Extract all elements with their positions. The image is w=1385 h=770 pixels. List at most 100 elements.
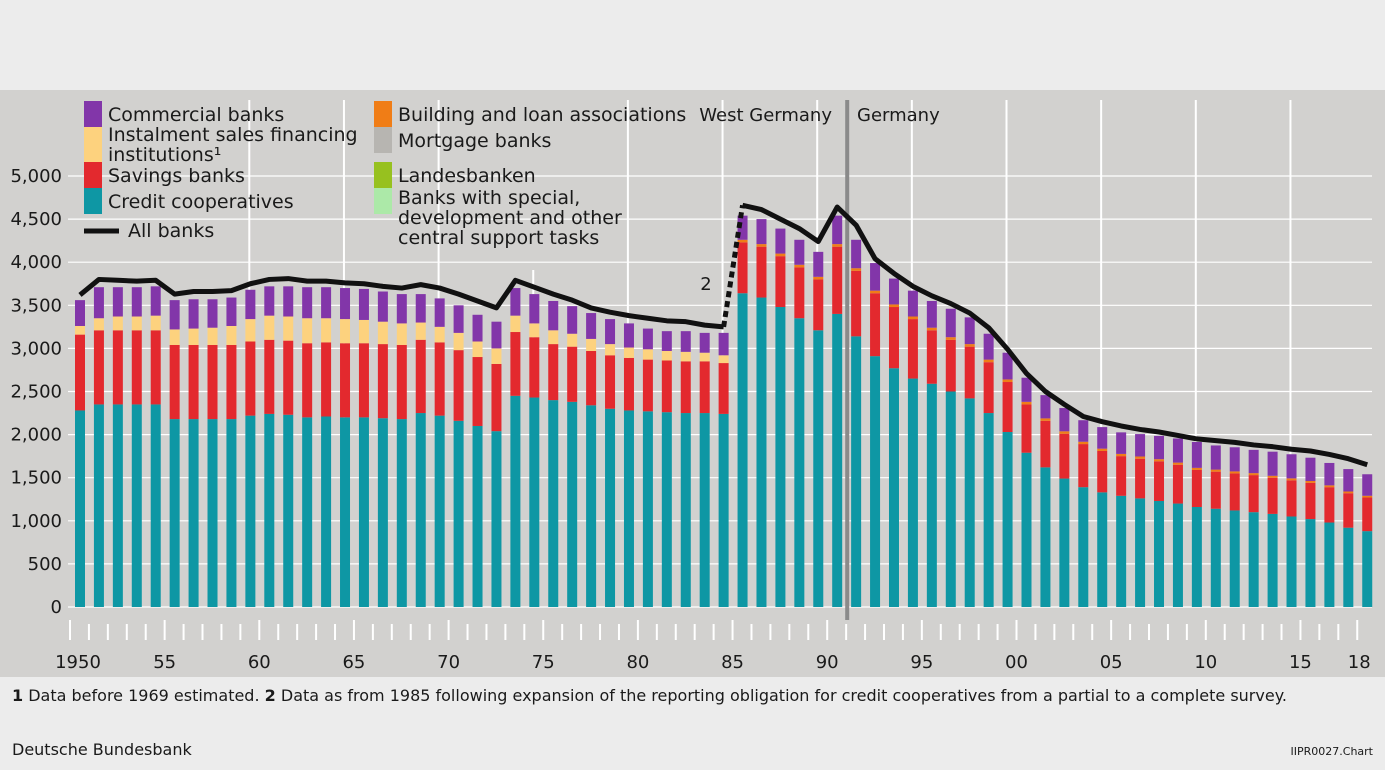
bar-segment-commercial-banks (605, 319, 616, 345)
bar-segment-building-and-loan-associations (1172, 462, 1183, 465)
bar-segment-building-and-loan-associations (1021, 401, 1032, 405)
bar-segment-savings-banks (415, 339, 426, 414)
legend-label-special-banks-line: central support tasks (398, 227, 599, 249)
bar-segment-credit-cooperatives (112, 404, 123, 607)
bar-segment-savings-banks (1324, 487, 1335, 523)
bar-segment-building-and-loan-associations (888, 304, 899, 308)
bar-segment-building-and-loan-associations (775, 253, 786, 257)
source-label: Deutsche Bundesbank (12, 740, 192, 759)
bar-segment-credit-cooperatives (207, 419, 218, 607)
bar-segment-savings-banks (1248, 475, 1259, 513)
bar-segment-commercial-banks (321, 287, 332, 319)
x-tick-label: 10 (1194, 652, 1217, 673)
legend-swatch-building-loan (374, 101, 392, 127)
bar-segment-savings-banks (1059, 433, 1070, 479)
bar-segment-building-and-loan-associations (851, 268, 862, 271)
bar-segment-instalment-sales-financing-institutions (510, 315, 521, 333)
bar-segment-building-and-loan-associations (1305, 480, 1316, 483)
bar-segment-instalment-sales-financing-institutions (340, 319, 351, 344)
bar-segment-commercial-banks (718, 332, 729, 356)
bar-segment-instalment-sales-financing-institutions (680, 351, 691, 362)
bar-segment-savings-banks (491, 363, 502, 432)
bar-segment-commercial-banks (907, 290, 918, 317)
bar-segment-savings-banks (1021, 404, 1032, 453)
bar-segment-commercial-banks (264, 286, 275, 316)
bar-segment-credit-cooperatives (870, 356, 881, 607)
bar-segment-commercial-banks (945, 308, 956, 338)
bar-segment-credit-cooperatives (1362, 531, 1373, 607)
bar-segment-savings-banks (1040, 420, 1051, 468)
bar-segment-commercial-banks (453, 305, 464, 333)
x-tick-label: 05 (1100, 652, 1123, 673)
y-tick-label: 2,500 (10, 382, 62, 403)
bar-segment-instalment-sales-financing-institutions (567, 333, 578, 347)
legend-label-mortgage-banks: Mortgage banks (398, 130, 551, 152)
bar-segment-credit-cooperatives (1191, 507, 1202, 607)
bar-segment-credit-cooperatives (605, 408, 616, 607)
bar-segment-building-and-loan-associations (1135, 456, 1146, 459)
legend-label-building-loan-line: Building and loan associations (398, 104, 686, 126)
bar-segment-instalment-sales-financing-institutions (188, 328, 199, 345)
bar-segment-credit-cooperatives (1248, 512, 1259, 607)
bar-segment-commercial-banks (756, 219, 767, 245)
footnote-2-number: 2 (264, 686, 276, 705)
region-label-west-germany: West Germany (699, 105, 832, 126)
bar-segment-savings-banks (340, 343, 351, 418)
bar-segment-commercial-banks (548, 300, 559, 331)
bar-segment-instalment-sales-financing-institutions (245, 319, 256, 342)
legend-label-building-loan: Building and loan associations (398, 104, 686, 126)
bar-segment-credit-cooperatives (245, 415, 256, 607)
bar-segment-instalment-sales-financing-institutions (661, 350, 672, 361)
bar-segment-commercial-banks (358, 288, 369, 320)
bar-segment-savings-banks (870, 293, 881, 357)
bar-segment-credit-cooperatives (1343, 527, 1354, 607)
bar-segment-savings-banks (245, 341, 256, 416)
bar-segment-instalment-sales-financing-institutions (491, 348, 502, 364)
bar-segment-savings-banks (567, 346, 578, 402)
y-tick-label: 4,500 (10, 209, 62, 230)
bar-segment-credit-cooperatives (169, 419, 180, 607)
bar-segment-commercial-banks (1040, 395, 1051, 419)
bar-segment-savings-banks (472, 357, 483, 426)
bar-segment-commercial-banks (1248, 449, 1259, 474)
bar-segment-savings-banks (75, 334, 85, 411)
bar-segment-savings-banks (1210, 471, 1221, 509)
bar-segment-commercial-banks (340, 288, 351, 320)
bar-segment-commercial-banks (93, 287, 104, 319)
bar-segment-savings-banks (510, 332, 521, 396)
bar-segment-savings-banks (93, 330, 104, 405)
x-tick-label: 60 (248, 652, 271, 673)
y-tick-label: 4,000 (10, 252, 62, 273)
bar-segment-commercial-banks (510, 288, 521, 316)
bar-segment-savings-banks (396, 344, 407, 420)
bar-segment-commercial-banks (1210, 445, 1221, 470)
legend-label-instalment-sales-line: Instalment sales financing (108, 124, 358, 146)
bar-segment-commercial-banks (472, 314, 483, 342)
bar-segment-instalment-sales-financing-institutions (169, 329, 180, 345)
all-banks-line-dotted-segment (721, 204, 746, 328)
bar-segment-commercial-banks (1362, 474, 1373, 496)
y-tick-label: 3,000 (10, 338, 62, 359)
bar-segment-savings-banks (945, 339, 956, 392)
bar-segment-savings-banks (1305, 482, 1316, 520)
all-banks-line-segment (78, 276, 724, 330)
bar-segment-savings-banks (623, 357, 634, 411)
bar-segment-building-and-loan-associations (1191, 467, 1202, 470)
bar-segment-building-and-loan-associations (1362, 495, 1373, 498)
bar-segment-commercial-banks (813, 251, 824, 277)
bar-segment-building-and-loan-associations (1248, 473, 1259, 476)
x-tick-label: 90 (816, 652, 839, 673)
y-tick-label: 0 (51, 597, 62, 618)
bar-segment-savings-banks (832, 246, 843, 314)
footnote-2-text: Data as from 1985 following expansion of… (275, 686, 1287, 705)
x-tick-label: 18 (1348, 652, 1371, 673)
bar-segment-commercial-banks (1097, 427, 1108, 449)
bar-segment-savings-banks (964, 346, 975, 399)
x-tick-label: 70 (437, 652, 460, 673)
all-banks-line (78, 202, 1368, 468)
bar-segment-commercial-banks (226, 297, 237, 326)
bar-segment-savings-banks (207, 344, 218, 420)
bar-segment-commercial-banks (1229, 447, 1240, 472)
bar-segment-credit-cooperatives (851, 336, 862, 607)
